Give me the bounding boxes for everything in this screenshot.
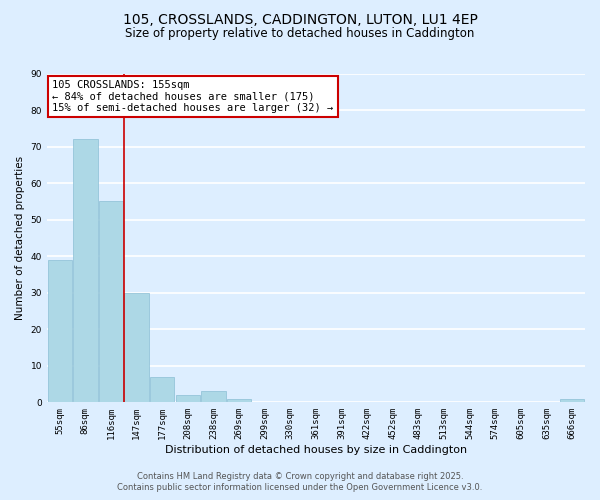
Bar (99, 202, 123, 402)
Bar (150, 377, 175, 402)
Text: Size of property relative to detached houses in Caddington: Size of property relative to detached ho… (125, 28, 475, 40)
Text: 105 CROSSLANDS: 155sqm
← 84% of detached houses are smaller (175)
15% of semi-de: 105 CROSSLANDS: 155sqm ← 84% of detached… (52, 80, 334, 114)
Bar (201, 392, 226, 402)
Bar (73, 140, 98, 402)
Text: Contains HM Land Registry data © Crown copyright and database right 2025.
Contai: Contains HM Land Registry data © Crown c… (118, 472, 482, 492)
Bar (176, 395, 200, 402)
Bar (47, 260, 72, 402)
Bar (227, 398, 251, 402)
Bar (560, 398, 584, 402)
Text: 105, CROSSLANDS, CADDINGTON, LUTON, LU1 4EP: 105, CROSSLANDS, CADDINGTON, LUTON, LU1 … (122, 12, 478, 26)
X-axis label: Distribution of detached houses by size in Caddington: Distribution of detached houses by size … (165, 445, 467, 455)
Bar (124, 292, 149, 403)
Y-axis label: Number of detached properties: Number of detached properties (15, 156, 25, 320)
